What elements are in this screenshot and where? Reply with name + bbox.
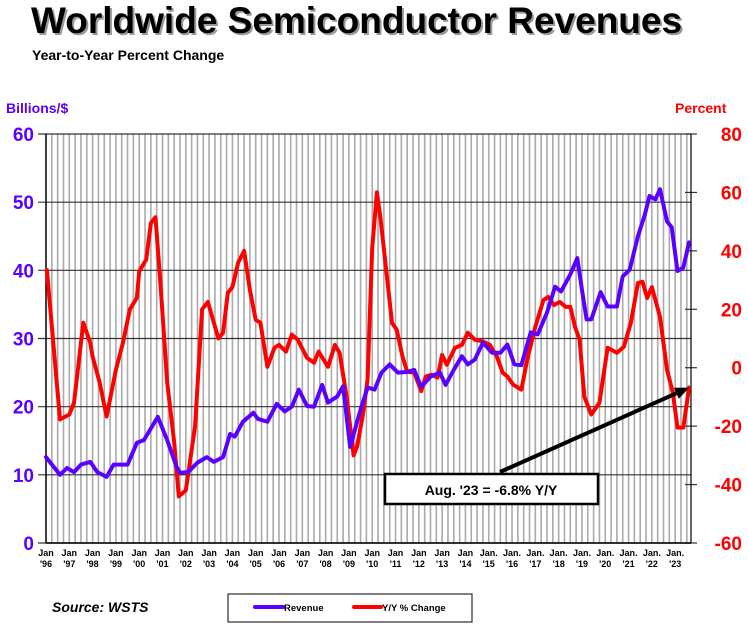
x-tick-label-month: Jan.	[596, 548, 614, 558]
x-tick-label-month: Jan.	[526, 548, 544, 558]
x-tick-label-year: '03	[203, 559, 215, 569]
revenue-line	[44, 187, 692, 479]
x-tick-label-year: '97	[63, 559, 75, 569]
x-tick-label-year: '96	[40, 559, 52, 569]
x-tick-label-month: Jan	[178, 548, 194, 558]
left-tick-label: 60	[13, 125, 34, 146]
x-tick-label-month: Jan	[411, 548, 427, 558]
x-tick-label-year: '10	[366, 559, 378, 569]
x-tick-label-month: Jan	[62, 548, 78, 558]
x-tick-label-year: '09	[343, 559, 355, 569]
left-tick-label: 30	[13, 330, 34, 351]
left-tick-label: 50	[13, 193, 34, 214]
x-tick-label-month: Jan	[364, 548, 380, 558]
right-tick-label: 40	[721, 242, 742, 263]
x-tick-label-month: Jan	[318, 548, 334, 558]
x-tick-label-month: Jan	[225, 548, 241, 558]
x-tick-label-month: Jan	[248, 548, 264, 558]
x-tick-label-year: '05	[250, 559, 262, 569]
x-tick-label-month: Jan	[131, 548, 147, 558]
legend: Revenue Y/Y % Change	[227, 593, 473, 623]
right-tick-label: 80	[721, 125, 742, 146]
x-tick-label-month: Jan.	[550, 548, 568, 558]
left-tick-label: 0	[23, 534, 34, 555]
x-tick-label-month: Jan	[341, 548, 357, 558]
x-tick-label-month: Jan	[434, 548, 450, 558]
x-tick-label-month: Jan.	[643, 548, 661, 558]
x-tick-label-year: '15	[483, 559, 495, 569]
x-tick-label-year: '16	[506, 559, 518, 569]
legend-label-revenue: Revenue	[284, 603, 324, 614]
x-tick-label-year: '20	[599, 559, 611, 569]
annotation-arrow-head	[673, 387, 690, 399]
x-tick-label-year: '21	[622, 559, 634, 569]
x-tick-label-year: '12	[413, 559, 425, 569]
annotation-text: Aug. '23 = -6.8% Y/Y	[425, 482, 558, 498]
x-tick-label-year: '06	[273, 559, 285, 569]
x-tick-label-year: '07	[296, 559, 308, 569]
right-tick-label: 20	[721, 300, 742, 321]
left-tick-label: 20	[13, 398, 34, 419]
legend-label-yoy: Y/Y % Change	[382, 603, 446, 614]
x-tick-label-year: '02	[180, 559, 192, 569]
right-tick-label: -60	[715, 534, 742, 555]
x-tick-label-month: Jan	[108, 548, 124, 558]
x-tick-label-month: Jan	[388, 548, 404, 558]
x-tick-label-month: Jan	[155, 548, 171, 558]
series-lines	[44, 187, 692, 499]
x-tick-label-month: Jan.	[573, 548, 591, 558]
x-tick-label-month: Jan.	[666, 548, 684, 558]
x-tick-label-year: '00	[133, 559, 145, 569]
x-tick-label-month: Jan	[458, 548, 474, 558]
annotation-box	[383, 472, 600, 506]
right-tick-label: -20	[715, 417, 742, 438]
x-tick-label-month: Jan	[85, 548, 101, 558]
yoy-change-line	[44, 190, 692, 499]
grid	[38, 133, 691, 544]
x-tick-label-year: '98	[87, 559, 99, 569]
x-tick-label-month: Jan	[295, 548, 311, 558]
source-note: Source: WSTS	[52, 599, 149, 615]
x-tick-label-year: '01	[156, 559, 168, 569]
left-tick-label: 40	[13, 261, 34, 282]
x-tick-label-month: Jan.	[620, 548, 638, 558]
chart-subtitle: Year-to-Year Percent Change	[32, 47, 224, 63]
x-tick-label-month: Jan	[201, 548, 217, 558]
x-tick-label-year: '99	[110, 559, 122, 569]
right-tick-label: 60	[721, 183, 742, 204]
x-tick-label-year: '13	[436, 559, 448, 569]
right-tick-label: 0	[731, 359, 742, 380]
x-tick-label-year: '18	[553, 559, 565, 569]
x-tick-label-year: '08	[320, 559, 332, 569]
x-tick-label-month: Jan	[38, 548, 54, 558]
right-tick-label: -40	[715, 476, 742, 497]
axes: 0102030405060-60-40-20020406080Jan'96Jan…	[13, 125, 742, 569]
x-tick-label-year: '04	[226, 559, 238, 569]
annotation: Aug. '23 = -6.8% Y/Y	[383, 387, 690, 506]
left-tick-label: 10	[13, 466, 34, 487]
x-tick-label-month: Jan	[271, 548, 287, 558]
x-tick-label-year: '11	[390, 559, 402, 569]
left-axis-label: Billions/$	[6, 100, 68, 116]
x-tick-label-year: '19	[576, 559, 588, 569]
chart-title: Worldwide Semiconductor Revenues	[31, 0, 682, 41]
x-tick-label-month: Jan.	[480, 548, 498, 558]
annotation-arrow	[499, 391, 678, 474]
x-tick-label-year: '23	[669, 559, 681, 569]
x-tick-label-month: Jan.	[503, 548, 521, 558]
right-axis-label: Percent	[675, 100, 727, 116]
x-tick-label-year: '22	[646, 559, 658, 569]
x-tick-label-year: '14	[459, 559, 471, 569]
x-tick-label-year: '17	[529, 559, 541, 569]
